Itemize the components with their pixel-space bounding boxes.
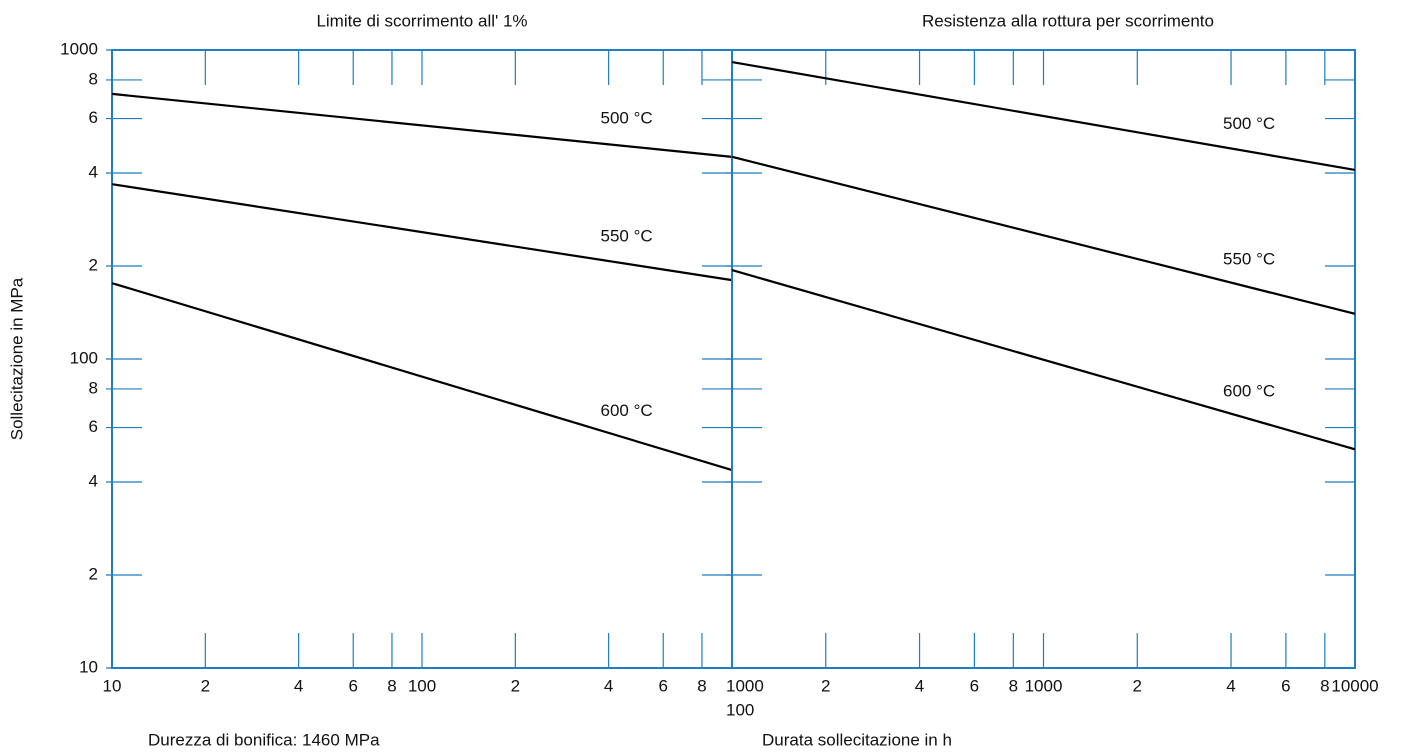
x-tick-label: 2 — [511, 676, 520, 695]
series-label: 500 °C — [601, 109, 653, 128]
line-series — [111, 183, 733, 282]
y-tick-label: 2 — [89, 255, 98, 274]
y-tick-label: 1000 — [60, 39, 98, 58]
x-tick-label: 100 — [408, 676, 436, 695]
x-tick-label: 6 — [1281, 676, 1290, 695]
chart-title: Limite di scorrimento all' 1% — [316, 11, 527, 30]
x-tick-label: 100 — [726, 700, 754, 719]
x-tick-label: 2 — [821, 676, 830, 695]
x-tick-label: 8 — [1320, 676, 1329, 695]
y-tick-label: 4 — [89, 162, 98, 181]
x-tick-label: 8 — [1009, 676, 1018, 695]
y-tick-label: 100 — [70, 348, 98, 367]
x-tick-label: 1000 — [1025, 676, 1063, 695]
x-tick-label: 6 — [658, 676, 667, 695]
chart-title: Resistenza alla rottura per scorrimento — [922, 11, 1214, 30]
x-tick-label: 8 — [387, 676, 396, 695]
x-tick-label: 4 — [604, 676, 613, 695]
series-label: 600 °C — [601, 401, 653, 420]
y-tick-label: 4 — [89, 471, 98, 490]
line-series — [731, 60, 1356, 172]
x-tick-label: 4 — [915, 676, 924, 695]
series-label: 550 °C — [1223, 250, 1275, 269]
y-tick-label: 2 — [89, 564, 98, 583]
y-tick-label: 6 — [89, 417, 98, 436]
x-tick-label: 10000 — [1331, 676, 1378, 695]
x-tick-label: 6 — [348, 676, 357, 695]
y-tick-label: 10 — [79, 657, 98, 676]
y-tick-label: 6 — [89, 108, 98, 127]
x-tick-label: 4 — [294, 676, 303, 695]
x-tick-label: 6 — [970, 676, 979, 695]
x-tick-label: 2 — [201, 676, 210, 695]
plot-frame — [111, 49, 733, 669]
series-label: 600 °C — [1223, 381, 1275, 400]
x-tick-label: 2 — [1133, 676, 1142, 695]
y-tick-label: 8 — [89, 69, 98, 88]
line-series — [731, 155, 1356, 315]
y-tick-label: 8 — [89, 378, 98, 397]
line-series — [111, 92, 733, 158]
x-tick-label: 8 — [697, 676, 706, 695]
y-axis-label: Sollecitazione in MPa — [7, 277, 26, 440]
x-tick-label: 1000 — [726, 676, 764, 695]
x-axis-label: Durata sollecitazione in h — [762, 730, 952, 749]
x-tick-label: 10 — [103, 676, 122, 695]
series-label: 500 °C — [1223, 114, 1275, 133]
line-series — [731, 269, 1356, 451]
series-label: 550 °C — [601, 226, 653, 245]
line-series — [111, 282, 733, 472]
x-axis-label: Durezza di bonifica: 1460 MPa — [148, 730, 380, 749]
x-tick-label: 4 — [1226, 676, 1235, 695]
